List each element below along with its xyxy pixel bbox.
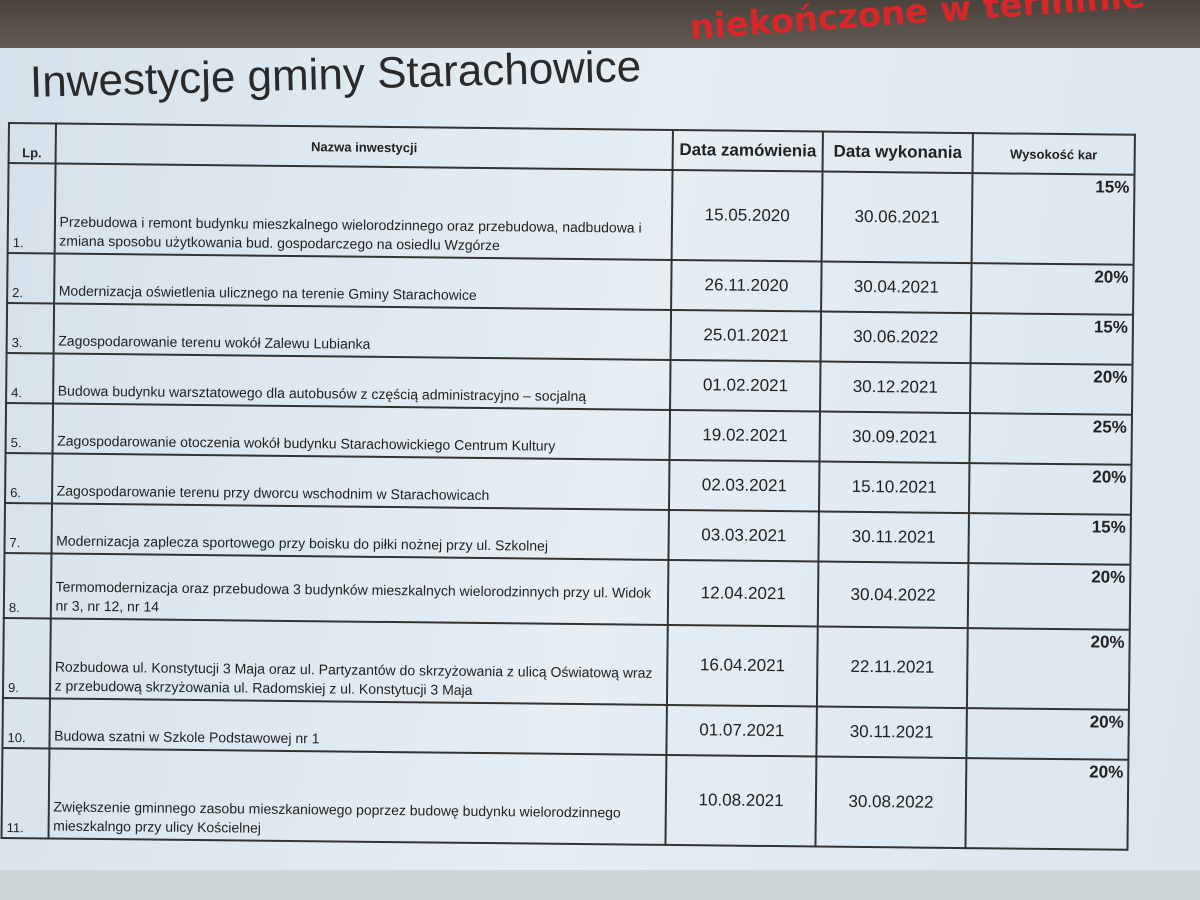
completion-date: 30.11.2021: [816, 706, 967, 759]
row-number: 10.: [2, 697, 50, 749]
penalty-rate: 20%: [966, 628, 1130, 710]
investment-name: Zagospodarowanie terenu wokół Zalewu Lub…: [53, 303, 672, 360]
penalty-rate: 20%: [969, 363, 1133, 415]
header-order-date: Data zamówienia: [672, 129, 824, 172]
floor-area: [0, 870, 1200, 900]
row-number: 1.: [7, 163, 56, 254]
penalty-rate: 25%: [969, 413, 1132, 465]
penalty-rate: 15%: [970, 313, 1134, 365]
investment-name: Zagospodarowanie otoczenia wokół budynku…: [52, 403, 671, 460]
order-date: 15.05.2020: [671, 169, 823, 262]
header-name: Nazwa inwestycji: [55, 123, 674, 170]
row-number: 2.: [7, 253, 55, 304]
row-number: 9.: [2, 617, 51, 699]
investment-name: Modernizacja oświetlenia ulicznego na te…: [53, 253, 672, 310]
row-number: 3.: [6, 303, 54, 354]
row-number: 4.: [6, 352, 54, 404]
investment-name: Modernizacja zaplecza sportowego przy bo…: [51, 503, 670, 560]
completion-date: 30.11.2021: [818, 511, 969, 564]
completion-date: 30.09.2021: [819, 411, 970, 464]
completion-date: 30.04.2022: [817, 561, 969, 629]
row-number: 8.: [3, 552, 52, 619]
penalty-rate: 20%: [967, 563, 1131, 630]
projected-slide: [0, 48, 1200, 900]
investment-name: Zagospodarowanie terenu przy dworcu wsch…: [51, 453, 670, 510]
header-lp: Lp.: [8, 123, 56, 164]
penalty-rate: 20%: [968, 463, 1132, 515]
order-date: 03.03.2021: [668, 509, 820, 562]
investment-name: Przebudowa i remont budynku mieszkalnego…: [54, 163, 673, 260]
order-date: 10.08.2021: [665, 754, 817, 847]
order-date: 01.02.2021: [670, 359, 821, 412]
penalty-rate: 15%: [968, 513, 1131, 565]
investment-name: Budowa budynku warsztatowego dla autobus…: [52, 353, 671, 410]
completion-date: 22.11.2021: [817, 626, 968, 709]
header-completion-date: Data wykonania: [822, 131, 973, 174]
order-date: 02.03.2021: [669, 459, 820, 512]
investment-name: Zwiększenie gminnego zasobu mieszkaniowe…: [48, 748, 667, 845]
penalty-rate: 20%: [971, 263, 1134, 315]
investment-name: Termomodernizacja oraz przebudowa 3 budy…: [50, 553, 669, 625]
order-date: 26.11.2020: [671, 259, 822, 312]
header-penalty: Wysokość kar: [972, 133, 1135, 175]
penalty-rate: 20%: [966, 708, 1129, 760]
completion-date: 30.04.2021: [821, 261, 972, 314]
row-number: 6.: [5, 452, 53, 504]
table-row: 9. Rozbudowa ul. Konstytucji 3 Maja oraz …: [2, 617, 1130, 710]
penalty-rate: 15%: [971, 173, 1135, 265]
order-date: 19.02.2021: [669, 409, 821, 462]
investment-name: Budowa szatni w Szkole Podstawowej nr 1: [49, 698, 668, 755]
investments-table: Lp. Nazwa inwestycji Data zamówienia Dat…: [0, 122, 1135, 851]
investment-name: Rozbudowa ul. Konstytucji 3 Maja oraz ul…: [49, 618, 669, 705]
row-number: 7.: [4, 502, 52, 554]
row-number: 5.: [5, 402, 53, 454]
order-date: 16.04.2021: [667, 624, 818, 707]
completion-date: 30.08.2022: [815, 756, 967, 849]
completion-date: 15.10.2021: [819, 461, 970, 514]
completion-date: 30.12.2021: [820, 361, 971, 414]
order-date: 12.04.2021: [668, 559, 819, 627]
table-row: 11. Zwiększenie gminnego zasobu mieszkani…: [1, 747, 1129, 850]
table-row: 8. Termomodernizacja oraz przebudowa 3 bu…: [3, 552, 1131, 630]
penalty-rate: 20%: [965, 758, 1129, 850]
row-number: 11.: [1, 747, 50, 839]
completion-date: 30.06.2022: [820, 311, 972, 364]
order-date: 01.07.2021: [666, 704, 818, 757]
order-date: 25.01.2021: [670, 309, 822, 362]
completion-date: 30.06.2021: [821, 171, 973, 264]
table-row: 1. Przebudowa i remont budynku mieszkalne…: [7, 163, 1135, 265]
